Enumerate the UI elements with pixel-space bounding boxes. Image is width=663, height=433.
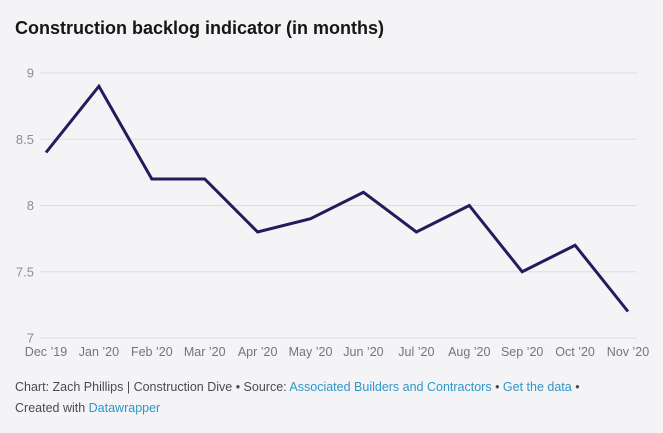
y-tick-label: 8 [27,198,34,213]
data-series [44,83,630,313]
x-tick-label: Jan ’20 [79,345,119,359]
x-tick-label: May ’20 [289,345,333,359]
chart-footer: Chart: Zach Phillips | Construction Dive… [15,377,647,419]
y-tick-label: 7 [27,331,34,346]
footer-separator: • [491,380,503,394]
y-tick-label: 9 [27,66,34,81]
datawrapper-link[interactable]: Datawrapper [88,401,161,415]
y-tick-label: 7.5 [16,264,34,279]
y-axis-labels: 7 7.5 8 8.5 9 [16,66,34,346]
footer-separator-2: • [571,380,580,394]
x-tick-label: Aug ’20 [448,345,490,359]
x-tick-label: Apr ’20 [238,345,278,359]
footer-line-1: Chart: Zach Phillips | Construction Dive… [15,377,647,398]
x-tick-label: Oct ’20 [555,345,595,359]
source-link[interactable]: Associated Builders and Contractors [289,380,492,394]
x-tick-label: Jul ’20 [398,345,434,359]
x-tick-label: Nov ’20 [607,345,649,359]
x-tick-label: Jun ’20 [343,345,383,359]
x-tick-label: Feb ’20 [131,345,173,359]
x-axis-labels: Dec ’19 Jan ’20 Feb ’20 Mar ’20 Apr ’20 May ’… [25,345,649,359]
y-tick-label: 8.5 [16,132,34,147]
x-tick-label: Dec ’19 [25,345,67,359]
x-tick-label: Mar ’20 [184,345,226,359]
get-data-link[interactable]: Get the data [502,380,572,394]
footer-line-2: Created with Datawrapper [15,398,647,419]
footer-created-with: Created with [15,401,89,415]
chart-title: Construction backlog indicator (in month… [15,18,384,38]
x-tick-label: Sep ’20 [501,345,543,359]
data-line [44,83,630,313]
footer-byline: Chart: Zach Phillips | Construction Dive… [15,380,290,394]
